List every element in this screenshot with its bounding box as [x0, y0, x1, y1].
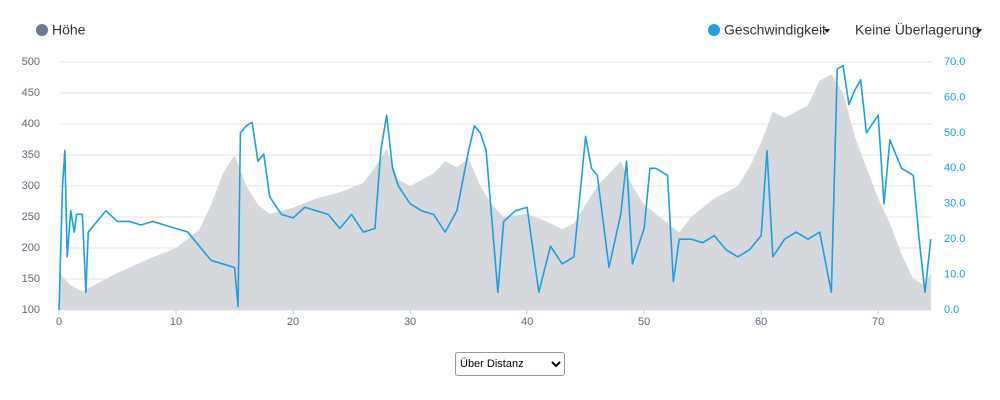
y2-tick-label: 60.0 — [944, 91, 965, 103]
y-tick-label: 500 — [22, 56, 40, 68]
x-tick-label: 40 — [521, 316, 533, 328]
x-mode-select[interactable]: Über Distanz — [455, 352, 565, 376]
speed-line — [58, 64, 932, 311]
y2-tick-label: 40.0 — [944, 162, 965, 174]
dropdown-caret[interactable] — [824, 29, 830, 33]
x-tick-label: 0 — [56, 316, 62, 328]
y-tick-label: 350 — [22, 149, 40, 161]
dropdown-caret[interactable] — [976, 29, 982, 33]
y2-tick-label: 30.0 — [944, 198, 965, 210]
y-tick-label: 400 — [22, 118, 40, 130]
legend-elevation[interactable]: Höhe — [52, 22, 86, 38]
y2-tick-label: 50.0 — [944, 127, 965, 139]
x-tick-label: 70 — [872, 316, 884, 328]
x-tick-label: 50 — [638, 316, 650, 328]
legend-dot-speed — [708, 24, 720, 36]
elevation-area — [59, 74, 931, 311]
y2-tick-label: 0.0 — [944, 304, 959, 316]
y2-tick-label: 20.0 — [944, 233, 965, 245]
y-tick-label: 450 — [22, 87, 40, 99]
legend-speed[interactable]: Geschwindigkeit — [724, 22, 826, 38]
x-tick-label: 20 — [287, 316, 299, 328]
y-tick-label: 250 — [22, 211, 40, 223]
overlay-selector[interactable]: Keine Überlagerung — [855, 21, 980, 38]
x-tick-label: 30 — [404, 316, 416, 328]
x-tick-label: 10 — [170, 316, 182, 328]
y2-tick-label: 70.0 — [944, 56, 965, 68]
y-tick-label: 100 — [22, 304, 40, 316]
y-tick-label: 150 — [22, 273, 40, 285]
y-tick-label: 200 — [22, 242, 40, 254]
y2-tick-label: 10.0 — [944, 268, 965, 280]
x-tick-label: 60 — [755, 316, 767, 328]
y-tick-label: 300 — [22, 180, 40, 192]
legend-dot-elevation — [36, 24, 48, 36]
